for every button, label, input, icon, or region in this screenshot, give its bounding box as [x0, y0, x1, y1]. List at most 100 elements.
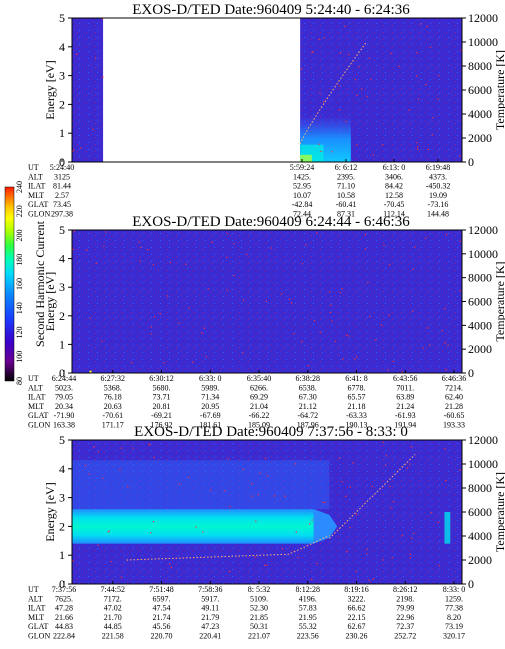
ephemeris-value: 190.13: [346, 421, 368, 430]
ephemeris-value: 19.09: [429, 191, 447, 200]
temperature-point: [349, 526, 351, 529]
ephemeris-value: 7214.: [445, 383, 463, 392]
ephemeris-value: -42.84: [292, 200, 313, 209]
temperature-point: [242, 299, 244, 301]
temperature-point: [316, 232, 318, 234]
ephemeris-value: 10.58: [337, 191, 355, 200]
temperature-point: [411, 446, 413, 448]
temperature-point: [127, 486, 129, 488]
temperature-point: [266, 475, 269, 477]
ephemeris-value: 65.57: [348, 393, 366, 402]
temperature-trace: [299, 41, 367, 145]
ephemeris-value: 6: 6:12: [335, 163, 357, 172]
flux-halo: [72, 460, 330, 510]
temperature-point: [170, 566, 172, 569]
temperature-point: [441, 330, 443, 332]
temperature-point: [329, 291, 331, 293]
ephemeris-value: 81.44: [53, 182, 71, 191]
temperature-point: [153, 457, 155, 459]
temperature-trace-rise: [329, 454, 416, 539]
temperature-point: [97, 451, 100, 453]
y2-tick-label: 4000: [468, 318, 492, 332]
ephemeris-value: 71.10: [337, 182, 355, 191]
temperature-point: [150, 532, 152, 534]
ephemeris-row-label: GLAT: [28, 411, 49, 420]
y-tick-label: 5: [59, 223, 65, 237]
temperature-point: [195, 526, 197, 528]
ephemeris-value: -71.90: [54, 411, 75, 420]
ephemeris-value: 52.95: [293, 182, 311, 191]
temperature-point: [322, 501, 324, 503]
temperature-point: [430, 512, 432, 514]
temperature-point: [301, 263, 303, 265]
temperature-point: [102, 76, 104, 78]
y2-tick-label: 12000: [468, 223, 498, 237]
panel-title: EXOS-D/TED Date:960409 5:24:40 - 6:24:36: [132, 2, 410, 18]
temperature-point: [393, 501, 395, 503]
ephemeris-value: 2395.: [337, 172, 355, 181]
temperature-point: [444, 342, 446, 344]
ephemeris-value: 4196.: [299, 594, 317, 603]
temperature-point: [349, 486, 351, 488]
temperature-point: [291, 302, 293, 304]
temperature-point: [358, 66, 360, 68]
temperature-point: [88, 473, 90, 475]
temperature-point: [340, 52, 342, 54]
temperature-point: [311, 579, 313, 581]
temperature-point: [366, 553, 368, 555]
ephemeris-value: 6597.: [153, 594, 171, 603]
temperature-point: [93, 446, 95, 448]
ephemeris-value: 21.74: [153, 613, 171, 622]
temperature-point: [281, 548, 284, 550]
ephemeris-value: 21.24: [396, 402, 414, 411]
colorbar-tick-label: 200: [15, 230, 24, 242]
temperature-point: [138, 241, 140, 243]
y-tick-label: 3: [59, 491, 65, 505]
ephemeris-value: 76.18: [104, 393, 122, 402]
y-tick-label: 4: [59, 462, 65, 476]
y-tick-label: 2: [59, 97, 65, 111]
y2-axis-label: Temperature [K]: [493, 261, 505, 341]
ephemeris-value: 6:27:32: [101, 374, 125, 383]
ephemeris-value: -70.61: [102, 411, 123, 420]
temperature-point: [178, 483, 181, 485]
temperature-point: [425, 237, 427, 239]
spectrogram-segment: [72, 18, 104, 162]
ephemeris-row-label: ALT: [28, 594, 43, 603]
colorbar: [4, 186, 15, 382]
temperature-point: [342, 358, 344, 360]
ephemeris-value: 62.40: [445, 393, 463, 402]
ephemeris-value: 6778.: [348, 383, 366, 392]
temperature-point: [356, 94, 358, 96]
temperature-point: [205, 356, 207, 358]
ephemeris-value: 69.29: [250, 393, 268, 402]
ephemeris-value: 193.33: [443, 421, 465, 430]
y-axis-label: Energy [eV]: [43, 482, 57, 541]
temperature-point: [72, 560, 74, 562]
temperature-point: [381, 144, 384, 146]
temperature-point: [110, 561, 112, 563]
temperature-point: [80, 147, 82, 149]
temperature-point: [383, 244, 385, 247]
temperature-point: [416, 142, 418, 144]
ephemeris-value: 8:26:12: [393, 585, 417, 594]
temperature-point: [339, 109, 341, 111]
ephemeris-value: 8: 5:32: [248, 585, 270, 594]
temperature-point: [201, 332, 203, 334]
temperature-point: [437, 521, 440, 523]
y-tick-label: 4: [59, 40, 65, 54]
temperature-point: [86, 249, 88, 251]
temperature-point: [380, 324, 383, 326]
flux-band: [72, 509, 314, 544]
ephemeris-value: 8:33: 0: [443, 585, 465, 594]
temperature-point: [416, 51, 418, 54]
temperature-point: [233, 275, 235, 277]
temperature-point: [375, 339, 377, 341]
y-tick-label: 0: [59, 366, 65, 380]
y-tick-label: 4: [59, 252, 65, 266]
ephemeris-value: 50.31: [250, 622, 268, 631]
temperature-point: [330, 311, 332, 313]
ephemeris-value: 22.15: [348, 613, 366, 622]
temperature-point: [398, 65, 400, 67]
ephemeris-value: -70.45: [384, 200, 405, 209]
